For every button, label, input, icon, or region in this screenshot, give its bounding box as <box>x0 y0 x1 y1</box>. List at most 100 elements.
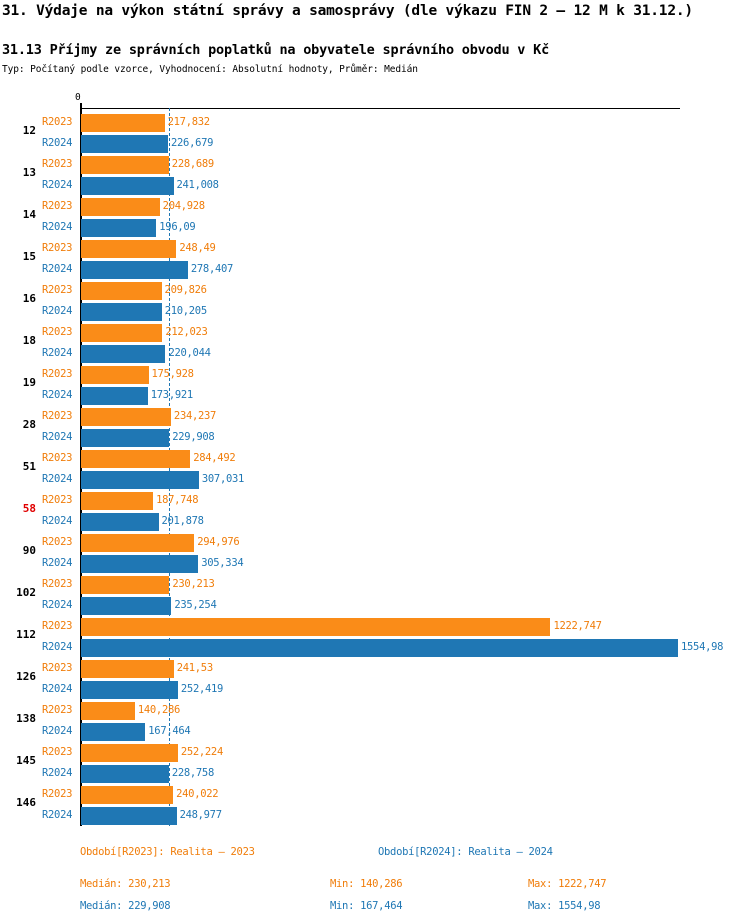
bar-value-label: 234,237 <box>173 410 217 422</box>
bar[interactable] <box>81 450 191 468</box>
bar-value-label: 228,689 <box>171 158 214 170</box>
category-label[interactable]: 13 <box>22 166 36 179</box>
bar-row: R2024 278,407 <box>0 260 750 281</box>
bar[interactable] <box>81 597 172 615</box>
stat-max-2024: Max: 1554,98 <box>528 900 601 912</box>
bar[interactable] <box>81 807 177 825</box>
series-label: R2023 <box>42 284 73 296</box>
chart-plot-area: 0 12 R2023 217,832 R2024 226,679 13 R2023 228,6… <box>0 92 750 827</box>
bar-group: 146 R2023 240,022 R2024 248,977 <box>0 785 750 827</box>
bar-row: R2023 240,022 <box>0 785 750 806</box>
bar-row: R2024 167,464 <box>0 722 750 743</box>
bar[interactable] <box>81 765 169 783</box>
bar-value-label: 248,49 <box>179 242 216 254</box>
bar[interactable] <box>81 534 195 552</box>
bar[interactable] <box>81 555 199 573</box>
category-label[interactable]: 12 <box>22 124 36 137</box>
series-label: R2024 <box>42 809 73 821</box>
bar-value-label: 220,044 <box>168 347 211 359</box>
bar[interactable] <box>81 177 174 195</box>
bar-group: 18 R2023 212,023 R2024 220,044 <box>0 323 750 365</box>
bar-row: R2023 294,976 <box>0 533 750 554</box>
bar[interactable] <box>81 702 135 720</box>
category-label[interactable]: 102 <box>16 586 36 599</box>
bar-group: 28 R2023 234,237 R2024 229,908 <box>0 407 750 449</box>
bar[interactable] <box>81 324 163 342</box>
bar-group: 13 R2023 228,689 R2024 241,008 <box>0 155 750 197</box>
category-label[interactable]: 58 <box>22 502 36 515</box>
bar-value-label: 175,928 <box>151 368 194 380</box>
bar-value-label: 209,826 <box>164 284 207 296</box>
bar[interactable] <box>81 744 178 762</box>
category-label[interactable]: 16 <box>22 292 36 305</box>
bar[interactable] <box>81 387 148 405</box>
bar[interactable] <box>81 471 199 489</box>
bar[interactable] <box>81 240 177 258</box>
bar[interactable] <box>81 198 160 216</box>
category-label[interactable]: 18 <box>22 334 36 347</box>
bar[interactable] <box>81 303 162 321</box>
bar[interactable] <box>81 408 171 426</box>
stat-median-2023: Medián: 230,213 <box>80 878 171 890</box>
bar[interactable] <box>81 660 174 678</box>
bar[interactable] <box>81 219 157 237</box>
bar-group: 16 R2023 209,826 R2024 210,205 <box>0 281 750 323</box>
category-label[interactable]: 15 <box>22 250 36 263</box>
bar-group: 102 R2023 230,213 R2024 235,254 <box>0 575 750 617</box>
bar-value-label: 1222,747 <box>553 620 602 632</box>
bar[interactable] <box>81 786 174 804</box>
chart-subtitle: 31.13 Příjmy ze správních poplatků na ob… <box>2 42 550 58</box>
category-label[interactable]: 51 <box>22 460 36 473</box>
bar-row: R2023 248,49 <box>0 239 750 260</box>
bar-row: R2024 229,908 <box>0 428 750 449</box>
series-label: R2023 <box>42 368 73 380</box>
category-label[interactable]: 138 <box>16 712 36 725</box>
bar[interactable] <box>81 261 188 279</box>
bar-row: R2023 228,689 <box>0 155 750 176</box>
bar[interactable] <box>81 135 169 153</box>
bar[interactable] <box>81 492 154 510</box>
bar[interactable] <box>81 114 165 132</box>
bar-value-label: 240,022 <box>176 788 219 800</box>
series-label: R2023 <box>42 704 73 716</box>
bar-value-label: 230,213 <box>172 578 215 590</box>
category-label[interactable]: 90 <box>22 544 36 557</box>
category-label[interactable]: 145 <box>16 754 36 767</box>
bar-row: R2023 241,53 <box>0 659 750 680</box>
bar-value-label: 187,748 <box>156 494 199 506</box>
bar[interactable] <box>81 639 678 657</box>
category-label[interactable]: 14 <box>22 208 36 221</box>
series-label: R2023 <box>42 788 73 800</box>
category-label[interactable]: 28 <box>22 418 36 431</box>
bar[interactable] <box>81 576 170 594</box>
bar-row: R2024 1554,98 <box>0 638 750 659</box>
bar-group: 58 R2023 187,748 R2024 201,878 <box>0 491 750 533</box>
bar-row: R2023 187,748 <box>0 491 750 512</box>
bar-row: R2023 209,826 <box>0 281 750 302</box>
bar[interactable] <box>81 513 159 531</box>
series-label: R2024 <box>42 179 73 191</box>
series-label: R2023 <box>42 326 73 338</box>
legend-item-2024: Období[R2024]: Realita – 2024 <box>378 846 553 858</box>
series-label: R2024 <box>42 431 73 443</box>
bar[interactable] <box>81 723 146 741</box>
series-label: R2024 <box>42 725 73 737</box>
series-label: R2023 <box>42 410 73 422</box>
bar[interactable] <box>81 282 162 300</box>
category-label[interactable]: 126 <box>16 670 36 683</box>
bar[interactable] <box>81 618 551 636</box>
bar-value-label: 204,928 <box>162 200 205 212</box>
bar-group: 90 R2023 294,976 R2024 305,334 <box>0 533 750 575</box>
bar[interactable] <box>81 366 149 384</box>
bar-row: R2023 140,286 <box>0 701 750 722</box>
series-label: R2024 <box>42 389 73 401</box>
category-label[interactable]: 112 <box>16 628 36 641</box>
bar-value-label: 307,031 <box>201 473 245 485</box>
category-label[interactable]: 146 <box>16 796 36 809</box>
bar[interactable] <box>81 681 178 699</box>
bar[interactable] <box>81 156 169 174</box>
bar[interactable] <box>81 345 166 363</box>
category-label[interactable]: 19 <box>22 376 36 389</box>
bar-value-label: 173,921 <box>150 389 193 401</box>
bar[interactable] <box>81 429 170 447</box>
